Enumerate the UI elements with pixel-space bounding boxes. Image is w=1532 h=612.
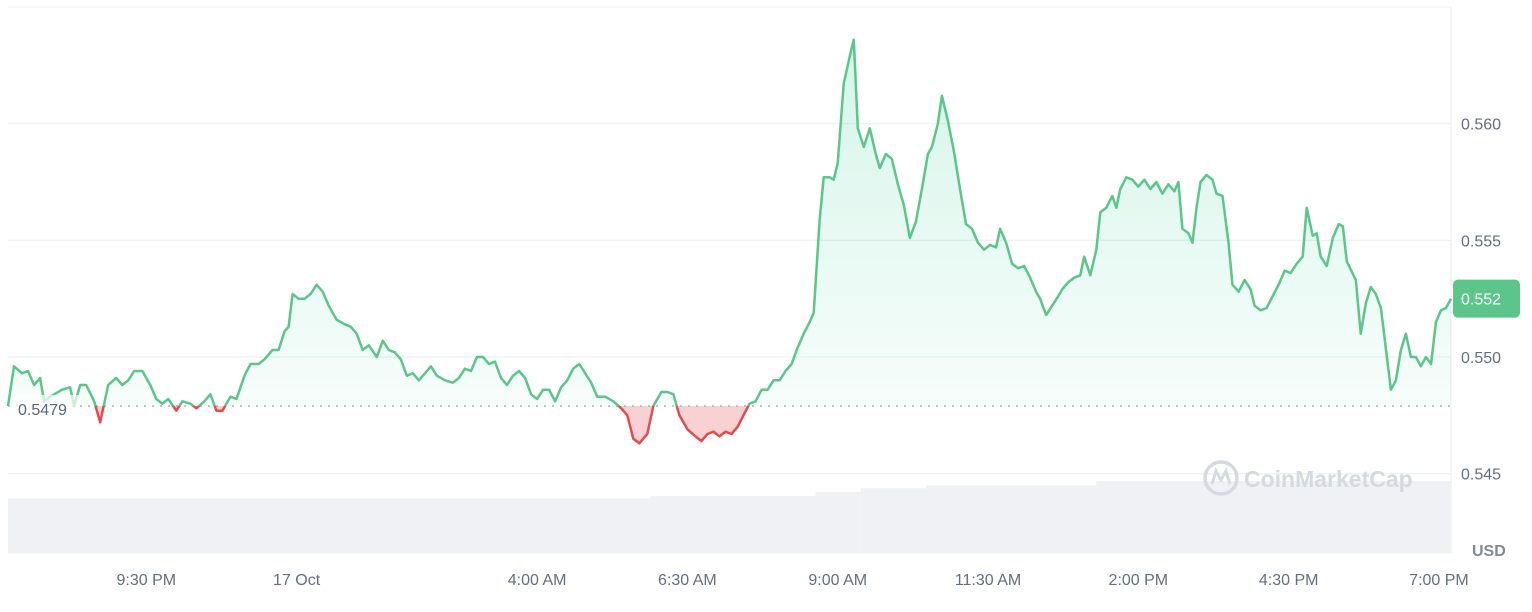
volume-bar xyxy=(8,498,651,553)
x-tick-label: 9:00 AM xyxy=(808,572,867,589)
volume-bar xyxy=(815,491,861,553)
volume-bars xyxy=(8,481,1451,553)
coinmarketcap-logo-icon xyxy=(1203,460,1239,496)
x-tick-label: 2:00 PM xyxy=(1109,572,1169,589)
x-axis: 9:30 PM 17 Oct 4:00 AM 6:30 AM 9:00 AM 11:30 … xyxy=(116,572,1468,589)
watermark-text: CoinMarketCap xyxy=(1244,466,1413,492)
y-axis: 0.560 0.555 0.550 0.545 xyxy=(1461,117,1501,484)
y-tick-label: 0.545 xyxy=(1461,467,1501,484)
x-tick-label: 17 Oct xyxy=(273,572,321,589)
volume-bar xyxy=(860,488,926,553)
y-tick-label: 0.555 xyxy=(1461,233,1501,250)
x-tick-label: 4:30 PM xyxy=(1259,572,1319,589)
x-tick-label: 4:00 AM xyxy=(508,572,567,589)
baseline-value: 0.5479 xyxy=(18,402,67,419)
x-tick-label: 9:30 PM xyxy=(116,572,176,589)
x-tick-label: 11:30 AM xyxy=(955,572,1021,589)
current-price-tag: 0.552 xyxy=(1453,279,1520,318)
volume-bar xyxy=(925,485,1097,553)
x-tick-label: 6:30 AM xyxy=(658,572,717,589)
volume-bar xyxy=(1096,481,1451,553)
baseline-label: 0.5479 xyxy=(12,395,80,419)
volume-bar xyxy=(650,496,816,553)
watermark: CoinMarketCap xyxy=(1203,460,1413,496)
y-tick-label: 0.560 xyxy=(1461,117,1501,134)
price-line-up xyxy=(6,38,1453,406)
current-price-value: 0.552 xyxy=(1461,292,1501,309)
y-tick-label: 0.550 xyxy=(1461,350,1501,367)
currency-label: USD xyxy=(1472,543,1506,560)
x-tick-label: 7:00 PM xyxy=(1409,572,1469,589)
area-below-baseline xyxy=(8,406,1451,444)
area-above-baseline xyxy=(8,39,1451,406)
